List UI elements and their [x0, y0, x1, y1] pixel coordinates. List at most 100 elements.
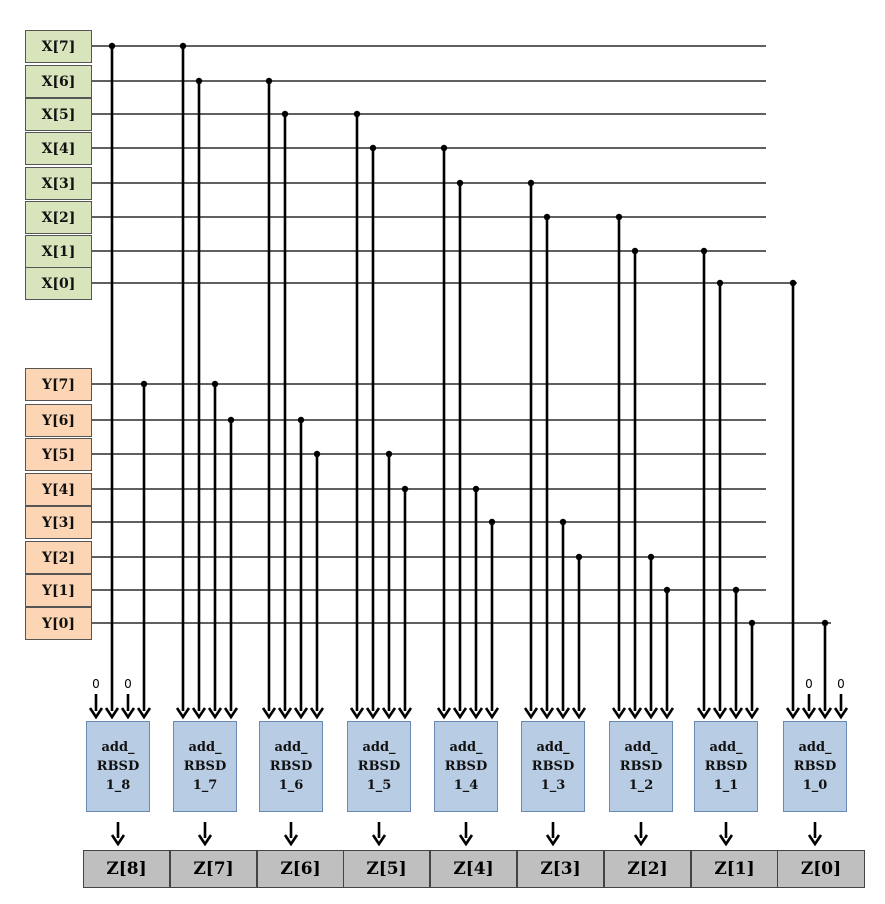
x-input-label: X[1]	[25, 235, 92, 268]
input-arrow	[436, 707, 452, 720]
input-arrow	[728, 707, 744, 720]
input-arrow	[293, 707, 309, 720]
adder-block: add_ RBSD 1_8	[86, 721, 150, 812]
adder-label-line: RBSD	[444, 759, 488, 774]
adder-block: add_ RBSD 1_0	[783, 721, 847, 812]
adder-label-line: 1_8	[105, 778, 131, 793]
y-input-label: Y[2]	[25, 541, 92, 574]
adder-label-line: 1_2	[628, 778, 654, 793]
input-arrow	[309, 707, 325, 720]
input-arrow	[696, 707, 712, 720]
adder-block: add_ RBSD 1_4	[434, 721, 498, 812]
input-arrow	[191, 707, 207, 720]
input-arrow	[277, 707, 293, 720]
input-arrow	[801, 707, 817, 720]
adder-label-line: RBSD	[96, 759, 140, 774]
input-arrow	[381, 707, 397, 720]
input-arrow	[744, 707, 760, 720]
output-cell: Z[4]	[430, 850, 517, 888]
input-arrow	[643, 707, 659, 720]
input-arrow	[484, 707, 500, 720]
x-input-label: X[2]	[25, 201, 92, 234]
y-input-label: Y[0]	[25, 607, 92, 640]
input-arrow	[223, 707, 239, 720]
output-cell: Z[8]	[83, 850, 170, 888]
x-input-label: X[6]	[25, 65, 92, 98]
output-cell: Z[7]	[170, 850, 257, 888]
zero-constant-label: 0	[92, 677, 100, 691]
adder-label-line: add_	[449, 740, 483, 755]
input-arrow	[397, 707, 413, 720]
adder-label-line: 1_1	[713, 778, 739, 793]
output-cell: Z[5]	[343, 850, 430, 888]
adder-label-line: RBSD	[619, 759, 663, 774]
output-arrow	[283, 834, 299, 847]
y-input-label: Y[1]	[25, 574, 92, 607]
adder-block: add_ RBSD 1_5	[347, 721, 411, 812]
y-input-label: Y[3]	[25, 506, 92, 539]
input-arrow	[175, 707, 191, 720]
adder-label-line: RBSD	[531, 759, 575, 774]
adder-label-line: add_	[188, 740, 222, 755]
adder-label-line: add_	[274, 740, 308, 755]
adder-label-line: RBSD	[183, 759, 227, 774]
adder-label-line: 1_4	[453, 778, 479, 793]
output-arrow	[545, 834, 561, 847]
output-arrow	[633, 834, 649, 847]
adder-block: add_ RBSD 1_2	[609, 721, 673, 812]
adder-label-line: 1_5	[366, 778, 392, 793]
output-arrow	[197, 834, 213, 847]
zero-constant-label: 0	[124, 677, 132, 691]
adder-label-line: add_	[362, 740, 396, 755]
input-arrow	[365, 707, 381, 720]
input-arrow	[88, 707, 104, 720]
zero-constant-label: 0	[805, 677, 813, 691]
output-cell: Z[1]	[691, 850, 778, 888]
adder-block: add_ RBSD 1_3	[521, 721, 585, 812]
input-arrow	[833, 707, 849, 720]
y-input-label: Y[6]	[25, 404, 92, 437]
output-cell: Z[0]	[777, 850, 865, 888]
input-arrow	[349, 707, 365, 720]
input-arrow	[555, 707, 571, 720]
input-arrow	[261, 707, 277, 720]
input-arrow	[712, 707, 728, 720]
zero-constant-label: 0	[837, 677, 845, 691]
adder-label-line: RBSD	[357, 759, 401, 774]
adder-label-line: 1_0	[802, 778, 828, 793]
adder-label-line: 1_3	[540, 778, 566, 793]
input-arrow	[785, 707, 801, 720]
y-input-label: Y[7]	[25, 368, 92, 401]
input-arrow	[571, 707, 587, 720]
adder-label-line: add_	[536, 740, 570, 755]
adder-label-line: RBSD	[704, 759, 748, 774]
output-arrow	[718, 834, 734, 847]
adder-label-line: add_	[101, 740, 135, 755]
input-arrow	[539, 707, 555, 720]
input-arrow	[817, 707, 833, 720]
x-input-label: X[4]	[25, 132, 92, 165]
adder-block: add_ RBSD 1_7	[173, 721, 237, 812]
input-arrow	[120, 707, 136, 720]
output-arrow	[807, 834, 823, 847]
adder-label-line: add_	[798, 740, 832, 755]
adder-block: add_ RBSD 1_1	[694, 721, 758, 812]
input-arrow	[104, 707, 120, 720]
y-input-label: Y[4]	[25, 473, 92, 506]
input-arrow	[207, 707, 223, 720]
x-input-label: X[3]	[25, 167, 92, 200]
output-cell: Z[3]	[517, 850, 604, 888]
adder-label-line: add_	[709, 740, 743, 755]
output-arrow	[458, 834, 474, 847]
x-input-label: X[5]	[25, 98, 92, 131]
adder-label-line: 1_6	[278, 778, 304, 793]
adder-label-line: RBSD	[793, 759, 837, 774]
output-arrow	[371, 834, 387, 847]
adder-label-line: RBSD	[269, 759, 313, 774]
input-arrow	[627, 707, 643, 720]
input-arrow	[659, 707, 675, 720]
output-cell: Z[6]	[257, 850, 344, 888]
output-cell: Z[2]	[604, 850, 691, 888]
